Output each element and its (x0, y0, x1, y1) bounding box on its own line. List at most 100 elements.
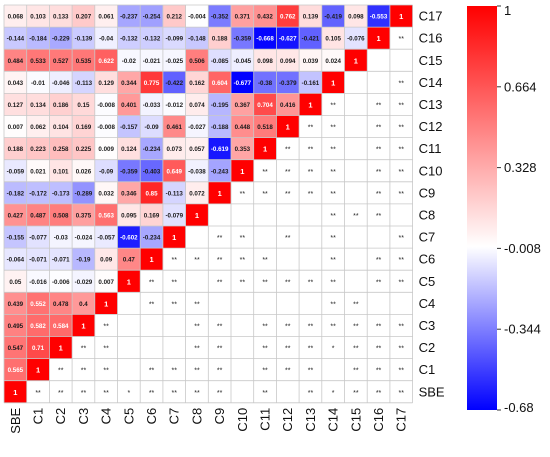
heatmap-cell-value (4, 203, 27, 226)
cell-value-label: 1 (218, 189, 222, 198)
heatmap-cell-value (94, 248, 118, 271)
cell-value-label: 0.101 (53, 168, 69, 175)
significance-stars: ** (308, 390, 314, 397)
significance-stars: ** (149, 368, 155, 375)
heatmap-cell-value (72, 115, 95, 138)
heatmap-cell-value (185, 27, 209, 50)
row-label: C9 (419, 185, 436, 200)
heatmap-cell-significance (276, 226, 300, 249)
heatmap-cell-value (117, 115, 141, 138)
column-label: C7 (167, 408, 182, 425)
column-label: C12 (280, 408, 295, 432)
heatmap-cell-significance (389, 226, 413, 249)
cell-value-label: 0.533 (30, 58, 46, 65)
heatmap-cell-value (162, 159, 186, 182)
heatmap-cell-significance (344, 336, 368, 359)
heatmap-cell-significance (72, 336, 95, 359)
heatmap-cell-significance (117, 358, 141, 381)
heatmap-cell-value (94, 203, 118, 226)
colorbar-gradient (467, 6, 497, 410)
significance-stars: ** (399, 279, 405, 286)
cell-value-label: 0.565 (8, 367, 24, 374)
cell-value-label: 1 (172, 233, 176, 242)
significance-stars: ** (353, 301, 359, 308)
heatmap-cell-value (4, 314, 27, 337)
cell-value-label: -0.403 (143, 168, 161, 175)
cell-value-label: 0.074 (189, 102, 205, 109)
heatmap-cell-significance (389, 270, 413, 293)
heatmap-cell-significance (276, 248, 300, 271)
column-label: C3 (76, 408, 91, 425)
heatmap-cell-value (231, 137, 254, 160)
significance-stars: * (127, 390, 130, 397)
significance-stars: ** (262, 323, 268, 330)
heatmap-cell-value (94, 27, 118, 50)
heatmap-cell-value (94, 181, 118, 204)
heatmap-cell-diagonal (162, 226, 186, 249)
row-label: C12 (419, 119, 443, 134)
heatmap-cell-value (344, 5, 368, 28)
heatmap-cell-significance (389, 203, 413, 226)
cell-value-label: 0.139 (303, 14, 319, 21)
cell-value-label: 0.223 (30, 146, 46, 153)
cell-value-label: 0.416 (280, 102, 296, 109)
significance-stars: ** (308, 368, 314, 375)
heatmap-cell-value (117, 248, 141, 271)
cell-value-label: -0.038 (188, 168, 206, 175)
significance-stars: ** (376, 169, 382, 176)
cell-value-label: 0.518 (257, 124, 273, 131)
heatmap-cell-significance (117, 314, 141, 337)
heatmap-cell-significance (299, 292, 322, 315)
significance-stars: ** (240, 257, 246, 264)
heatmap-cell-value (26, 71, 50, 94)
heatmap-cell-significance (49, 358, 73, 381)
cell-value-label: -0.677 (234, 80, 252, 87)
row-label: C6 (419, 252, 436, 267)
significance-stars: ** (194, 346, 200, 353)
heatmap-cell-significance (208, 292, 231, 315)
cell-value-label: 0.169 (76, 124, 92, 131)
heatmap-cell-significance (276, 358, 300, 381)
heatmap-cell-significance (344, 248, 368, 271)
heatmap-cell-value (231, 27, 254, 50)
row-label: SBE (419, 384, 445, 399)
heatmap-cell-value (253, 5, 277, 28)
heatmap-cell-significance (208, 248, 231, 271)
heatmap-cell-value (162, 203, 186, 226)
heatmap-cell-diagonal (231, 159, 254, 182)
heatmap-cell-significance (231, 314, 254, 337)
heatmap-cell-value (4, 5, 27, 28)
colorbar-tick-label: -0.344 (504, 322, 541, 337)
significance-stars: ** (330, 147, 336, 154)
column-label: C10 (235, 408, 250, 432)
heatmap-cell-significance (367, 358, 390, 381)
heatmap-cell-value (26, 314, 50, 337)
heatmap-cell-significance (253, 226, 277, 249)
heatmap-cell-significance (367, 181, 390, 204)
cell-value-label: -0.668 (256, 36, 274, 43)
heatmap-cell-significance (185, 270, 209, 293)
heatmap-cell-value (94, 270, 118, 293)
heatmap-cell-value (4, 336, 27, 359)
heatmap-cell-value (253, 115, 277, 138)
heatmap-cell-diagonal (389, 5, 413, 28)
heatmap-cell-value (367, 5, 390, 28)
heatmap-cell-significance (389, 115, 413, 138)
cell-value-label: 1 (286, 123, 290, 132)
heatmap-cell-significance (231, 380, 254, 403)
heatmap-cell-value (299, 5, 322, 28)
heatmap-cell-significance (253, 159, 277, 182)
heatmap-cell-significance (185, 292, 209, 315)
heatmap-cell-significance (276, 137, 300, 160)
cell-value-label: 0.371 (235, 14, 251, 21)
heatmap-cell-significance (231, 358, 254, 381)
heatmap-cell-significance (367, 137, 390, 160)
cell-value-label: -0.243 (211, 168, 229, 175)
column-label: C9 (212, 408, 227, 425)
heatmap-cell-significance (367, 71, 390, 94)
heatmap-cell-value (72, 93, 95, 116)
significance-stars: ** (149, 390, 155, 397)
cell-value-label: -0.38 (258, 80, 273, 87)
cell-value-label: 0.401 (121, 102, 137, 109)
heatmap-cell-significance (367, 380, 390, 403)
